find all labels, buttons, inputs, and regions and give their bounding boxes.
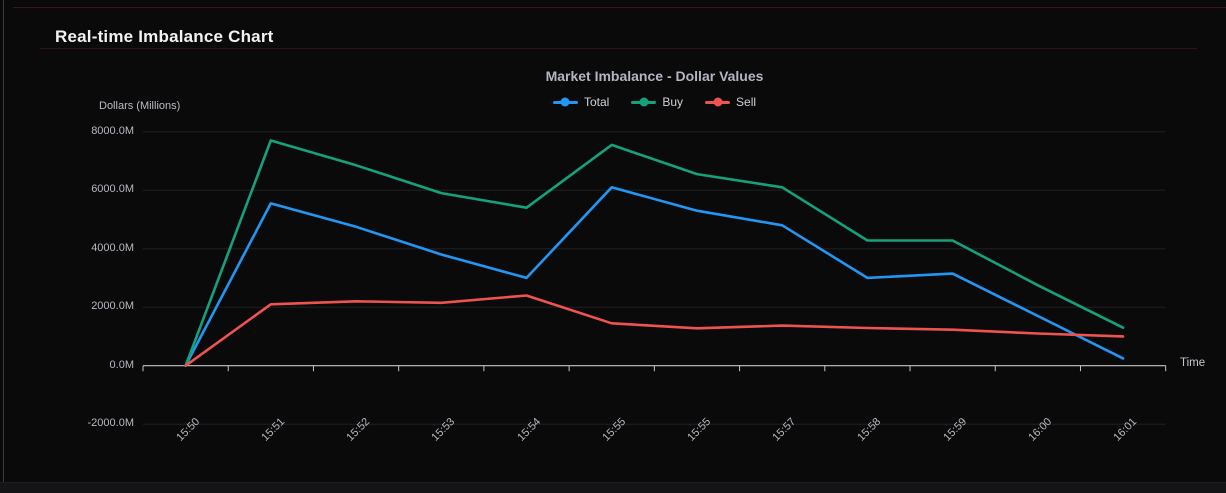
y-tick-label: 8000.0M [91,124,134,137]
legend-marker-sell-icon [705,97,731,107]
y-tick-label: 2000.0M [91,300,134,313]
chart-legend: Total Buy Sell [143,95,1166,109]
top-accent-rule [13,7,1226,8]
legend-dot-icon [560,97,570,107]
legend-dot-icon [713,97,723,107]
bottom-strip [0,482,1226,493]
legend-label: Total [583,95,610,109]
legend-item-buy[interactable]: Buy [631,95,683,109]
legend-label: Sell [736,95,757,109]
heading-underline [40,48,1197,49]
legend-marker-total-icon [552,97,578,107]
left-border [3,0,4,484]
page-title: Real-time Imbalance Chart [55,27,274,46]
y-tick-label: 4000.0M [91,241,134,254]
legend-item-total[interactable]: Total [552,95,610,109]
line-series-total [184,186,1125,368]
y-axis-title: Dollars (Millions) [99,100,181,112]
line-series-buy [184,139,1125,368]
y-tick-label: 6000.0M [91,183,134,196]
chart-title: Market Imbalance - Dollar Values [545,68,764,84]
legend-label: Buy [662,95,684,109]
legend-marker-buy-icon [631,97,657,107]
y-tick-label: 0.0M [109,358,134,371]
x-axis-title: Time [1180,357,1206,369]
legend-dot-icon [639,97,649,107]
y-tick-label: -2000.0M [87,417,134,430]
line-series-sell [184,294,1125,368]
legend-item-sell[interactable]: Sell [705,95,756,109]
